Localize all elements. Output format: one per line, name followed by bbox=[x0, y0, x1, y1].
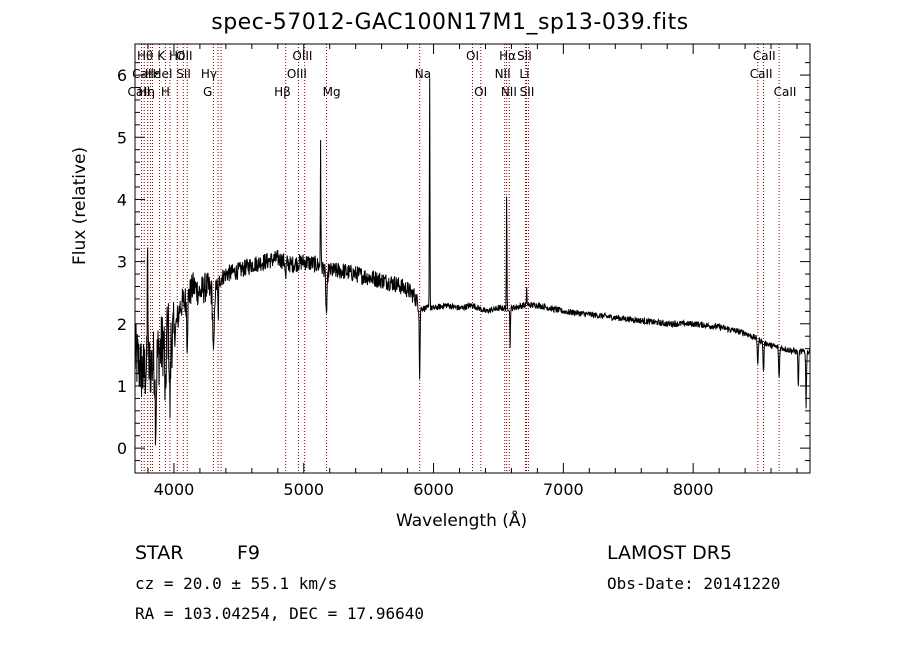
y-tick-label: 3 bbox=[117, 253, 127, 272]
spectral-line-label: Hθ bbox=[137, 49, 153, 63]
x-tick-label: 4000 bbox=[154, 480, 195, 499]
spectrum-layer bbox=[134, 78, 811, 446]
spectral-line-label: OI bbox=[474, 85, 487, 99]
spectral-line-label: Hα bbox=[499, 49, 516, 63]
spectral-line-label: Hδ bbox=[169, 49, 185, 63]
y-axis-label: Flux (relative) bbox=[70, 146, 90, 265]
spectral-line-label: H bbox=[161, 85, 170, 99]
spectral-line-label: NII bbox=[495, 67, 511, 81]
spectral-line-label: Mg bbox=[323, 85, 341, 99]
y-tick-label: 6 bbox=[117, 66, 127, 85]
spectral-line-label: CaII bbox=[127, 85, 150, 99]
spectral-line-label: SII bbox=[176, 67, 191, 81]
x-tick-label: 6000 bbox=[413, 480, 454, 499]
survey-name: LAMOST DR5 bbox=[607, 542, 732, 564]
spectral-line-label: NII bbox=[501, 85, 517, 99]
spectral-line-label: CaI bbox=[132, 67, 151, 81]
spectral-line-label: HeI bbox=[153, 67, 173, 81]
spectral-line-label: CaII bbox=[753, 49, 776, 63]
line-marker-layer bbox=[140, 44, 780, 473]
spectral-line-label: Na bbox=[415, 67, 431, 81]
spectral-line-label: Hε bbox=[145, 67, 161, 81]
spectral-line-label: G bbox=[203, 85, 212, 99]
object-subclass: F9 bbox=[237, 542, 261, 564]
axis-ticks: 4000 5000 6000 7000 8000 0 1 2 3 4 5 6 bbox=[117, 44, 810, 499]
ra-dec-coordinates: RA = 103.04254, DEC = 17.96640 bbox=[135, 604, 424, 623]
plot-frame bbox=[134, 43, 811, 474]
spectral-line-label: OII bbox=[176, 49, 193, 63]
x-axis-label: Wavelength (Å) bbox=[396, 511, 528, 531]
redshift-velocity: cz = 20.0 ± 55.1 km/s bbox=[135, 574, 338, 593]
observation-date: Obs-Date: 20141220 bbox=[607, 574, 781, 593]
spectral-line-label: OIII bbox=[292, 49, 312, 63]
spectral-line-label: Hγ bbox=[201, 67, 217, 81]
spectral-line-label: Hη bbox=[138, 85, 155, 99]
spectrum-line bbox=[134, 78, 811, 446]
object-class: STAR bbox=[135, 542, 184, 564]
y-tick-label: 4 bbox=[117, 190, 127, 209]
spectral-line-label: SII bbox=[520, 85, 535, 99]
page-title: spec-57012-GAC100N17M1_sp13-039.fits bbox=[211, 10, 689, 35]
y-tick-label: 5 bbox=[117, 128, 127, 147]
x-tick-label: 7000 bbox=[543, 480, 584, 499]
spectral-line-label: Li bbox=[519, 67, 529, 81]
spectral-line-label: CaII bbox=[750, 67, 773, 81]
spectral-line-label: SII bbox=[517, 49, 532, 63]
y-tick-label: 1 bbox=[117, 377, 127, 396]
spectral-line-label: K bbox=[157, 49, 166, 63]
spectral-line-label: Hβ bbox=[274, 85, 291, 99]
x-tick-label: 8000 bbox=[673, 480, 714, 499]
y-tick-label: 2 bbox=[117, 315, 127, 334]
spectral-line-label: OIII bbox=[287, 67, 307, 81]
y-tick-label: 0 bbox=[117, 439, 127, 458]
x-tick-label: 5000 bbox=[283, 480, 324, 499]
spectral-line-label: CaII bbox=[774, 85, 797, 99]
spectral-line-label: OI bbox=[466, 49, 479, 63]
